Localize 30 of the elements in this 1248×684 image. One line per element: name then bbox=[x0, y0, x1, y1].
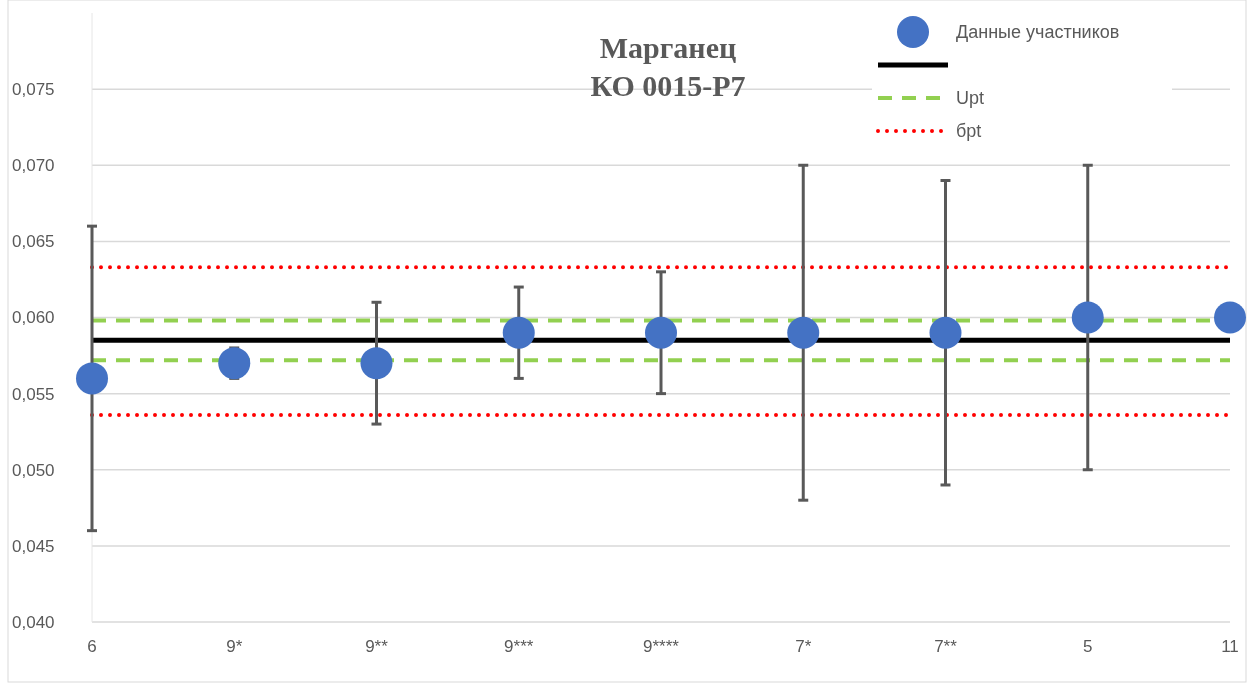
x-tick-label: 7* bbox=[795, 637, 812, 656]
legend-label: бpt bbox=[956, 121, 982, 142]
x-tick-label: 9*** bbox=[504, 637, 534, 656]
y-tick-label: 0,075 bbox=[12, 80, 55, 100]
legend-label: Upt bbox=[956, 88, 985, 109]
x-tick-label: 11 bbox=[1221, 637, 1239, 656]
point bbox=[76, 362, 108, 395]
x-tick-label: 9**** bbox=[643, 637, 680, 656]
y-tick-label: 0,055 bbox=[12, 384, 55, 404]
point bbox=[1071, 301, 1104, 334]
y-tick-label: 0,040 bbox=[12, 612, 55, 632]
x-tick-label: 9** bbox=[365, 637, 389, 656]
text: Марганец КО 0015-Р7 bbox=[590, 31, 746, 102]
point bbox=[929, 316, 962, 349]
point bbox=[1214, 301, 1246, 334]
y-tick-label: 0,065 bbox=[12, 232, 55, 252]
legend-label: Данные участников bbox=[956, 22, 1120, 43]
point bbox=[218, 347, 251, 380]
y-tick-label: 0,070 bbox=[12, 156, 55, 176]
x-tick-label: 5 bbox=[1083, 637, 1093, 656]
y-tick-label: 0,045 bbox=[12, 536, 55, 556]
x-tick-label: 7** bbox=[934, 637, 958, 656]
y-tick-label: 0,050 bbox=[12, 460, 55, 480]
x-tick-label: 9* bbox=[226, 637, 243, 656]
point bbox=[502, 316, 535, 349]
point bbox=[360, 347, 393, 380]
point bbox=[787, 316, 820, 349]
point bbox=[645, 316, 677, 349]
y-tick-label: 0,060 bbox=[12, 308, 55, 328]
x-tick-label: 6 bbox=[87, 637, 97, 656]
